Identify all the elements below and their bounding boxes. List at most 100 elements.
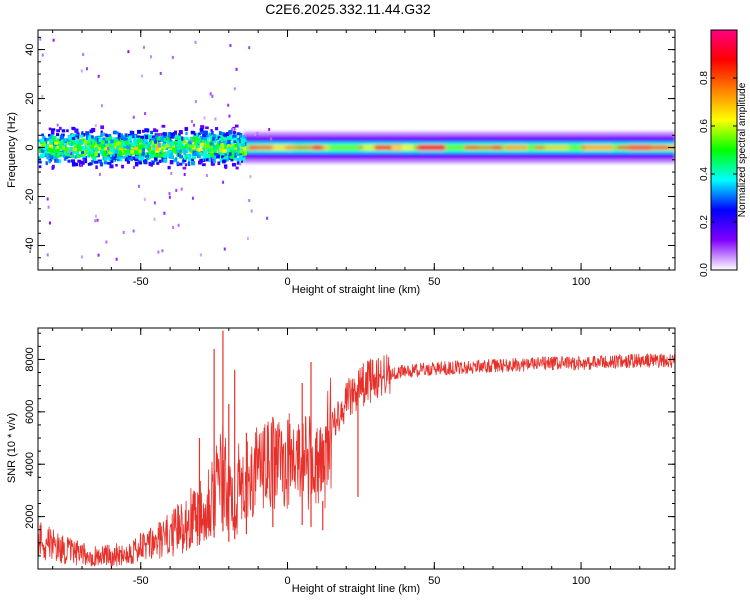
scatter-cell [167,144,170,148]
scatter-cell [92,156,97,161]
scatter-outlier [180,187,183,191]
scatter-cell [136,136,140,140]
spectrogram-x-tick-label: 50 [428,276,440,288]
scatter-outlier [143,45,146,49]
scatter-cell [60,139,64,144]
scatter-cell [236,161,240,165]
scatter-cell [58,151,64,156]
scatter-cell [49,139,53,144]
scatter-outlier [268,127,271,131]
scatter-cell [138,146,143,150]
scatter-cell [91,142,96,147]
scatter-cell [222,137,226,141]
scatter-cell [203,155,206,161]
scatter-cell [94,151,98,157]
scatter-cell [109,136,113,141]
scatter-cell [152,141,155,145]
scatter-cell [130,150,135,154]
scatter-cell [129,152,133,156]
scatter-cell [219,158,224,163]
scatter-cell [52,155,57,159]
scatter-outlier [266,216,269,220]
scatter-cell [209,142,213,146]
scatter-cell [83,140,88,144]
scatter-cell [164,140,168,143]
scatter-cell [218,138,222,141]
spectrogram-y-tick-label: 0 [24,144,36,150]
spectrogram-ridge [243,131,675,164]
scatter-cell [139,137,143,142]
scatter-cell [52,164,55,169]
scatter-cell [50,130,55,135]
ridge-hotspot [374,145,392,150]
scatter-cell [164,156,168,161]
scatter-cell [240,160,244,163]
scatter-cell [56,133,60,137]
scatter-outlier [223,247,226,251]
scatter-cell [104,153,108,158]
scatter-cell [135,155,139,160]
scatter-outlier [256,132,259,136]
scatter-cell [48,133,51,137]
scatter-cell [141,152,144,157]
scatter-cell [205,154,210,159]
snr-series-line [38,353,675,569]
scatter-outlier [132,115,135,119]
scatter-cell [169,134,174,139]
scatter-cell [237,139,241,144]
scatter-cell [75,135,80,140]
scatter-cell [184,127,188,131]
scatter-cell [216,154,220,159]
scatter-cell [184,163,188,167]
scatter-cell [225,148,230,153]
scatter-outlier [160,132,163,136]
scatter-cell [163,132,168,136]
scatter-cell [234,139,237,143]
scatter-cell [126,157,129,162]
scatter-cell [76,132,80,136]
scatter-outlier [209,92,212,96]
scatter-cell [55,158,59,163]
scatter-cell [170,152,174,156]
scatter-cell [182,157,187,163]
scatter-cell [196,142,200,146]
scatter-cell [155,148,159,154]
scatter-cell [212,136,216,142]
scatter-outlier [97,253,100,257]
ridge-hotspot [533,146,546,149]
scatter-cell [141,129,145,133]
scatter-cell [110,139,114,144]
scatter-cell [53,141,58,145]
scatter-outlier [192,123,195,127]
scatter-cell [162,143,166,148]
scatter-cell [203,130,207,135]
scatter-cell [146,143,151,148]
ridge-hotspot [650,145,669,150]
snr-panel: -50 0 50 100 2000 4000 6000 8000 Height of stra… [6,327,676,595]
scatter-cell [162,137,166,142]
scatter-cell [63,142,67,146]
spectrogram-frame [37,29,676,271]
scatter-cell [65,154,70,158]
scatter-cell [59,126,62,130]
scatter-cell [116,145,120,149]
scatter-cell [147,141,151,146]
scatter-cell [123,146,127,149]
scatter-cell [137,135,141,138]
scatter-cell [228,130,232,135]
scatter-cell [91,135,94,139]
scatter-cell [234,152,237,158]
scatter-cell [75,151,79,156]
scatter-outlier [175,188,178,192]
ridge-hotspot [673,145,675,150]
scatter-outlier [101,104,104,108]
scatter-cell [127,133,132,137]
scatter-cell [89,129,94,134]
scatter-cell [222,139,226,144]
scatter-cell [201,151,206,155]
scatter-cell [230,154,235,159]
scatter-cell [71,150,74,155]
scatter-outlier [82,53,85,57]
colorbar-label: Normalized spectral amplitude [737,82,748,217]
scatter-outlier [48,221,51,225]
